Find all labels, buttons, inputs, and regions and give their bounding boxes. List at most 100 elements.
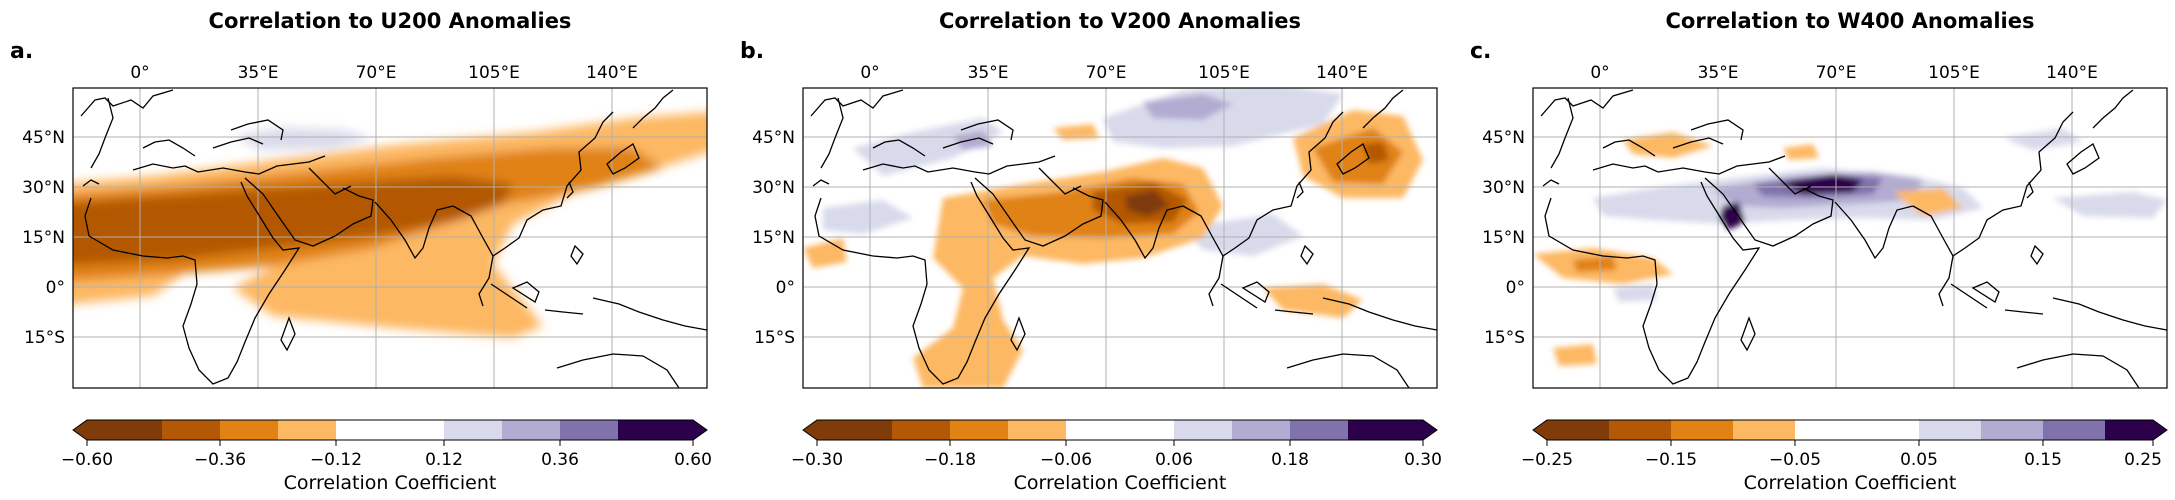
panel-a-lat-ticks: 45°N 30°N 15°N 0° 15°S (22, 128, 65, 348)
colorbar-swatch (278, 420, 336, 440)
colorbar-tick-label: −0.06 (1040, 450, 1092, 470)
lat-tick-label: 30°N (22, 178, 65, 198)
panel-c-contour-moderate-negative (1573, 256, 1617, 272)
lat-tick-label: 30°N (752, 178, 795, 198)
panel-a-map (73, 88, 707, 388)
colorbar-extend-min (73, 420, 87, 440)
panel-a-colorbar: −0.60 −0.36 −0.12 0.12 0.36 0.60 Correla… (61, 419, 712, 494)
lat-tick-label: 45°N (22, 128, 65, 148)
panel-b-contour-weak-positive (1183, 214, 1303, 256)
panel-c-contour-weak-positive (2003, 128, 2083, 150)
panel-b-lat-ticks: 45°N 30°N 15°N 0° 15°S (752, 128, 795, 348)
panel-c-contour-weak-negative (1623, 132, 1713, 158)
colorbar-swatch (1290, 420, 1348, 440)
colorbar-tick-label: 0.60 (674, 450, 712, 470)
panel-c-contour-extreme-positive (1719, 202, 1745, 230)
colorbar-swatch (2043, 420, 2105, 440)
colorbar-swatch (1919, 420, 1981, 440)
panel-b-contour-weak-negative (1053, 124, 1099, 140)
colorbar-swatch (1066, 420, 1174, 440)
colorbar-tick-label: 0.15 (2024, 450, 2062, 470)
lat-tick-label: 0° (776, 278, 795, 298)
lat-tick-label: 15°S (1484, 328, 1525, 348)
panel-a-contour-strong-negative (73, 176, 513, 265)
lat-tick-label: 15°S (754, 328, 795, 348)
colorbar-tick-label: −0.05 (1769, 450, 1821, 470)
lon-tick-label: 0° (130, 63, 149, 83)
colorbar-swatch (1609, 420, 1671, 440)
colorbar-swatch (560, 420, 618, 440)
lon-tick-label: 0° (1590, 63, 1609, 83)
lon-tick-label: 35°E (238, 63, 279, 83)
lat-tick-label: 30°N (1482, 178, 1525, 198)
colorbar-swatch (1795, 420, 1919, 440)
panel-b-title: Correlation to V200 Anomalies (939, 9, 1301, 33)
panel-b-gridlines (803, 88, 1437, 388)
colorbar-label: Correlation Coefficient (284, 472, 497, 494)
colorbar-swatch (1348, 420, 1423, 440)
colorbar-swatch (87, 420, 162, 440)
panel-b-contour-moderate-negative (1313, 128, 1403, 184)
lon-tick-label: 70°E (1086, 63, 1127, 83)
colorbar-tick-label: 0.18 (1271, 450, 1309, 470)
lon-tick-label: 105°E (468, 63, 520, 83)
colorbar-swatch (502, 420, 560, 440)
lat-tick-label: 0° (46, 278, 65, 298)
lat-tick-label: 45°N (1482, 128, 1525, 148)
colorbar-swatch (950, 420, 1008, 440)
panel-a-label: a. (10, 39, 33, 64)
colorbar-swatch (1174, 420, 1232, 440)
panel-c-label: c. (1470, 39, 1491, 64)
panel-b-contour-positive (953, 130, 993, 150)
colorbar-extend-min (803, 420, 817, 440)
colorbar-swatch (220, 420, 278, 440)
panel-c-map-frame (1532, 87, 2168, 389)
colorbar-swatch (444, 420, 502, 440)
panel-b-contour-positive (1143, 94, 1233, 120)
lon-tick-label: 70°E (356, 63, 397, 83)
panel-b-contour-weak-positive (853, 118, 1003, 176)
colorbar-swatch (1981, 420, 2043, 440)
panel-b: Correlation to V200 Anomalies b. (740, 9, 1442, 494)
lat-tick-label: 45°N (752, 128, 795, 148)
lon-tick-label: 105°E (1928, 63, 1980, 83)
colorbar-tick-label: 0.36 (541, 450, 579, 470)
panel-c-lon-ticks: 0° 35°E 70°E 105°E 140°E (1590, 63, 2098, 83)
colorbar-tick-label: −0.12 (310, 450, 362, 470)
colorbar-swatch (1733, 420, 1795, 440)
lon-tick-label: 140°E (2046, 63, 2098, 83)
lat-tick-label: 15°N (1482, 228, 1525, 248)
panel-c-map (1533, 88, 2167, 388)
colorbar-swatch (1671, 420, 1733, 440)
colorbar-tick-label: 0.25 (2124, 450, 2162, 470)
colorbar-tick-label: −0.60 (61, 450, 113, 470)
panel-c-title: Correlation to W400 Anomalies (1666, 9, 2035, 33)
colorbar-tick-label: 0.06 (1155, 450, 1193, 470)
colorbar-label: Correlation Coefficient (1014, 472, 1227, 494)
colorbar-label: Correlation Coefficient (1744, 472, 1957, 494)
colorbar-swatch (2105, 420, 2153, 440)
panel-b-map-frame (802, 87, 1438, 389)
panel-c-colorbar: −0.25 −0.15 −0.05 0.05 0.15 0.25 Correla… (1521, 419, 2168, 494)
lon-tick-label: 140°E (586, 63, 638, 83)
panel-a-title: Correlation to U200 Anomalies (209, 9, 572, 33)
colorbar-tick-label: 0.12 (425, 450, 463, 470)
panel-b-colorbar: −0.30 −0.18 −0.06 0.06 0.18 0.30 Correla… (791, 419, 1442, 494)
panel-c-lat-ticks: 45°N 30°N 15°N 0° 15°S (1482, 128, 1525, 348)
panel-b-contour-extreme-negative (1125, 190, 1169, 216)
panel-c-contour-weak-negative (1893, 188, 1963, 216)
panel-b-lon-ticks: 0° 35°E 70°E 105°E 140°E (860, 63, 1368, 83)
colorbar-swatch (817, 420, 892, 440)
panel-b-contour-strong-negative (1363, 142, 1389, 164)
panel-c-gridlines (1533, 88, 2167, 388)
colorbar-swatch (892, 420, 950, 440)
panel-c-contour-extreme-positive (1781, 174, 1863, 194)
panel-b-contour-weak-negative (1263, 284, 1363, 318)
colorbar-swatch (1008, 420, 1066, 440)
colorbar-tick-label: 0.05 (1900, 450, 1938, 470)
colorbar-swatch (618, 420, 693, 440)
panel-c-contour-weak-positive (1613, 284, 1657, 302)
colorbar-swatch (336, 420, 444, 440)
lon-tick-label: 105°E (1198, 63, 1250, 83)
